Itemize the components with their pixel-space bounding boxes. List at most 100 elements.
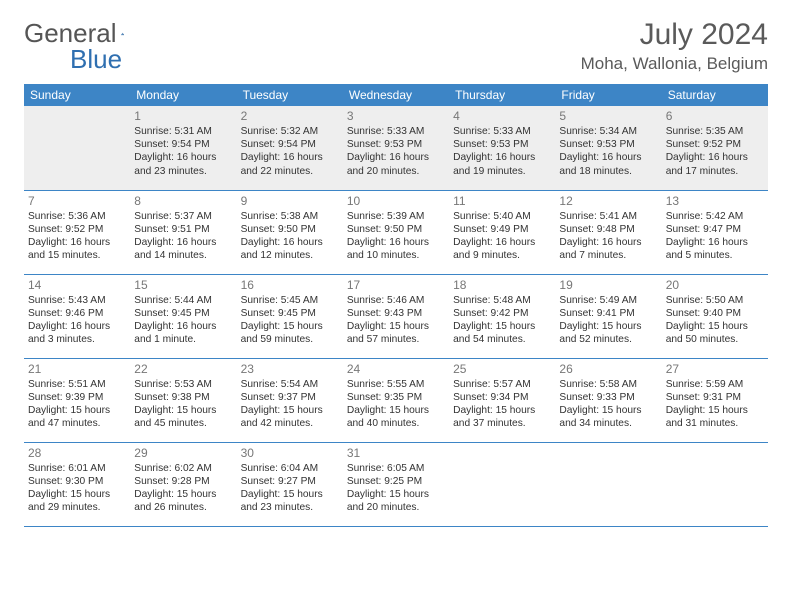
week-row: 7Sunrise: 5:36 AMSunset: 9:52 PMDaylight… (24, 190, 768, 274)
day-cell: 22Sunrise: 5:53 AMSunset: 9:38 PMDayligh… (130, 358, 236, 442)
daylight-text: Daylight: 15 hours (666, 320, 764, 333)
daylight-text: and 37 minutes. (453, 417, 551, 430)
day-cell: 18Sunrise: 5:48 AMSunset: 9:42 PMDayligh… (449, 274, 555, 358)
daylight-text: and 17 minutes. (666, 165, 764, 178)
month-title: July 2024 (581, 18, 768, 52)
daylight-text: and 14 minutes. (134, 249, 232, 262)
day-cell: 14Sunrise: 5:43 AMSunset: 9:46 PMDayligh… (24, 274, 130, 358)
sunset-text: Sunset: 9:30 PM (28, 475, 126, 488)
sunset-text: Sunset: 9:54 PM (134, 138, 232, 151)
header: General July 2024 Moha, Wallonia, Belgiu… (24, 18, 768, 74)
day-number: 4 (453, 109, 551, 124)
day-number: 12 (559, 194, 657, 209)
daylight-text: Daylight: 16 hours (134, 236, 232, 249)
sunrise-text: Sunrise: 5:38 AM (241, 210, 339, 223)
sunset-text: Sunset: 9:53 PM (347, 138, 445, 151)
daylight-text: and 20 minutes. (347, 165, 445, 178)
daylight-text: and 42 minutes. (241, 417, 339, 430)
daylight-text: and 15 minutes. (28, 249, 126, 262)
day-number: 27 (666, 362, 764, 377)
day-number: 14 (28, 278, 126, 293)
weekday-tue: Tuesday (237, 84, 343, 106)
sunrise-text: Sunrise: 5:43 AM (28, 294, 126, 307)
daylight-text: and 29 minutes. (28, 501, 126, 514)
daylight-text: and 26 minutes. (134, 501, 232, 514)
sunset-text: Sunset: 9:41 PM (559, 307, 657, 320)
sunset-text: Sunset: 9:27 PM (241, 475, 339, 488)
day-cell: 28Sunrise: 6:01 AMSunset: 9:30 PMDayligh… (24, 442, 130, 526)
day-number: 6 (666, 109, 764, 124)
sunrise-text: Sunrise: 5:36 AM (28, 210, 126, 223)
daylight-text: and 31 minutes. (666, 417, 764, 430)
daylight-text: and 57 minutes. (347, 333, 445, 346)
daylight-text: Daylight: 16 hours (134, 151, 232, 164)
day-number: 19 (559, 278, 657, 293)
daylight-text: and 50 minutes. (666, 333, 764, 346)
sunrise-text: Sunrise: 5:33 AM (347, 125, 445, 138)
daylight-text: and 1 minute. (134, 333, 232, 346)
daylight-text: Daylight: 15 hours (134, 488, 232, 501)
daylight-text: Daylight: 15 hours (347, 320, 445, 333)
day-number: 26 (559, 362, 657, 377)
day-cell: 23Sunrise: 5:54 AMSunset: 9:37 PMDayligh… (237, 358, 343, 442)
sunset-text: Sunset: 9:35 PM (347, 391, 445, 404)
daylight-text: and 12 minutes. (241, 249, 339, 262)
sunset-text: Sunset: 9:52 PM (28, 223, 126, 236)
day-cell: 6Sunrise: 5:35 AMSunset: 9:52 PMDaylight… (662, 106, 768, 190)
daylight-text: Daylight: 15 hours (28, 404, 126, 417)
day-cell (662, 442, 768, 526)
sunset-text: Sunset: 9:42 PM (453, 307, 551, 320)
daylight-text: Daylight: 16 hours (347, 236, 445, 249)
daylight-text: Daylight: 16 hours (241, 151, 339, 164)
week-row: 21Sunrise: 5:51 AMSunset: 9:39 PMDayligh… (24, 358, 768, 442)
calendar-body: 1Sunrise: 5:31 AMSunset: 9:54 PMDaylight… (24, 106, 768, 526)
daylight-text: Daylight: 15 hours (347, 488, 445, 501)
sunrise-text: Sunrise: 5:59 AM (666, 378, 764, 391)
sunset-text: Sunset: 9:53 PM (559, 138, 657, 151)
sunset-text: Sunset: 9:33 PM (559, 391, 657, 404)
daylight-text: Daylight: 16 hours (241, 236, 339, 249)
daylight-text: and 9 minutes. (453, 249, 551, 262)
sunset-text: Sunset: 9:47 PM (666, 223, 764, 236)
sunrise-text: Sunrise: 6:05 AM (347, 462, 445, 475)
day-cell: 26Sunrise: 5:58 AMSunset: 9:33 PMDayligh… (555, 358, 661, 442)
sunrise-text: Sunrise: 5:32 AM (241, 125, 339, 138)
daylight-text: Daylight: 15 hours (347, 404, 445, 417)
day-cell: 21Sunrise: 5:51 AMSunset: 9:39 PMDayligh… (24, 358, 130, 442)
day-number: 23 (241, 362, 339, 377)
day-number: 13 (666, 194, 764, 209)
day-cell (449, 442, 555, 526)
sunset-text: Sunset: 9:46 PM (28, 307, 126, 320)
day-cell: 9Sunrise: 5:38 AMSunset: 9:50 PMDaylight… (237, 190, 343, 274)
day-cell: 13Sunrise: 5:42 AMSunset: 9:47 PMDayligh… (662, 190, 768, 274)
sunrise-text: Sunrise: 5:35 AM (666, 125, 764, 138)
day-number: 24 (347, 362, 445, 377)
day-number: 30 (241, 446, 339, 461)
sunrise-text: Sunrise: 5:53 AM (134, 378, 232, 391)
weekday-row: Sunday Monday Tuesday Wednesday Thursday… (24, 84, 768, 106)
sunset-text: Sunset: 9:52 PM (666, 138, 764, 151)
day-number: 10 (347, 194, 445, 209)
daylight-text: Daylight: 16 hours (347, 151, 445, 164)
daylight-text: and 22 minutes. (241, 165, 339, 178)
daylight-text: and 23 minutes. (134, 165, 232, 178)
day-number: 5 (559, 109, 657, 124)
day-cell: 3Sunrise: 5:33 AMSunset: 9:53 PMDaylight… (343, 106, 449, 190)
sunrise-text: Sunrise: 5:46 AM (347, 294, 445, 307)
week-row: 14Sunrise: 5:43 AMSunset: 9:46 PM Dayligh… (24, 274, 768, 358)
sunset-text: Sunset: 9:25 PM (347, 475, 445, 488)
sunrise-text: Sunrise: 5:44 AM (134, 294, 232, 307)
day-number: 31 (347, 446, 445, 461)
daylight-text: Daylight: 15 hours (666, 404, 764, 417)
day-number: 17 (347, 278, 445, 293)
sunset-text: Sunset: 9:50 PM (241, 223, 339, 236)
sunset-text: Sunset: 9:43 PM (347, 307, 445, 320)
sunrise-text: Sunrise: 5:33 AM (453, 125, 551, 138)
day-number: 3 (347, 109, 445, 124)
weekday-fri: Friday (555, 84, 661, 106)
day-number: 18 (453, 278, 551, 293)
daylight-text: Daylight: 15 hours (241, 488, 339, 501)
day-number: 29 (134, 446, 232, 461)
daylight-text: Daylight: 16 hours (134, 320, 232, 333)
sunrise-text: Sunrise: 5:39 AM (347, 210, 445, 223)
